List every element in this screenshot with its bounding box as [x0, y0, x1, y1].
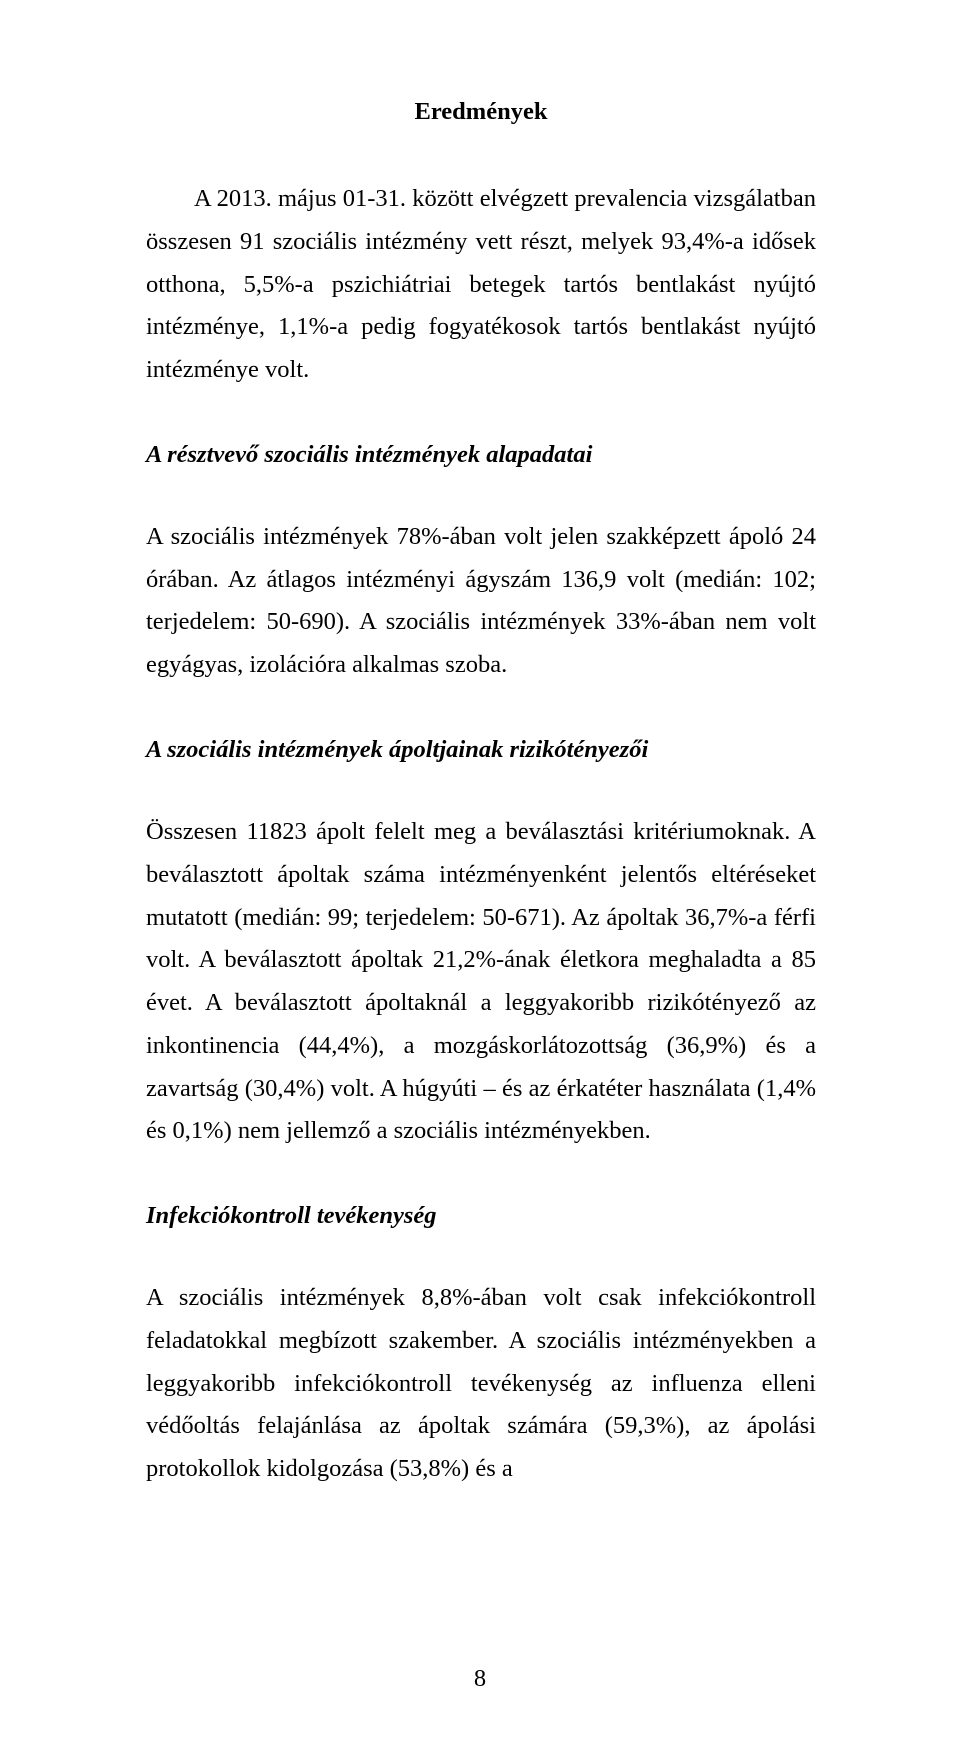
paragraph-intro: A 2013. május 01-31. között elvégzett pr… — [146, 178, 816, 392]
subheading-basic-data: A résztvevő szociális intézmények alapad… — [146, 434, 816, 476]
subheading-risk-factors: A szociális intézmények ápoltjainak rizi… — [146, 729, 816, 771]
paragraph-basic-data: A szociális intézmények 78%-ában volt je… — [146, 516, 816, 687]
subheading-infection-control: Infekciókontroll tevékenység — [146, 1195, 816, 1237]
paragraph-infection-control: A szociális intézmények 8,8%-ában volt c… — [146, 1277, 816, 1491]
page-title: Eredmények — [146, 98, 816, 126]
paragraph-risk-factors: Összesen 11823 ápolt felelt meg a bevála… — [146, 811, 816, 1153]
page-number: 8 — [0, 1665, 960, 1693]
